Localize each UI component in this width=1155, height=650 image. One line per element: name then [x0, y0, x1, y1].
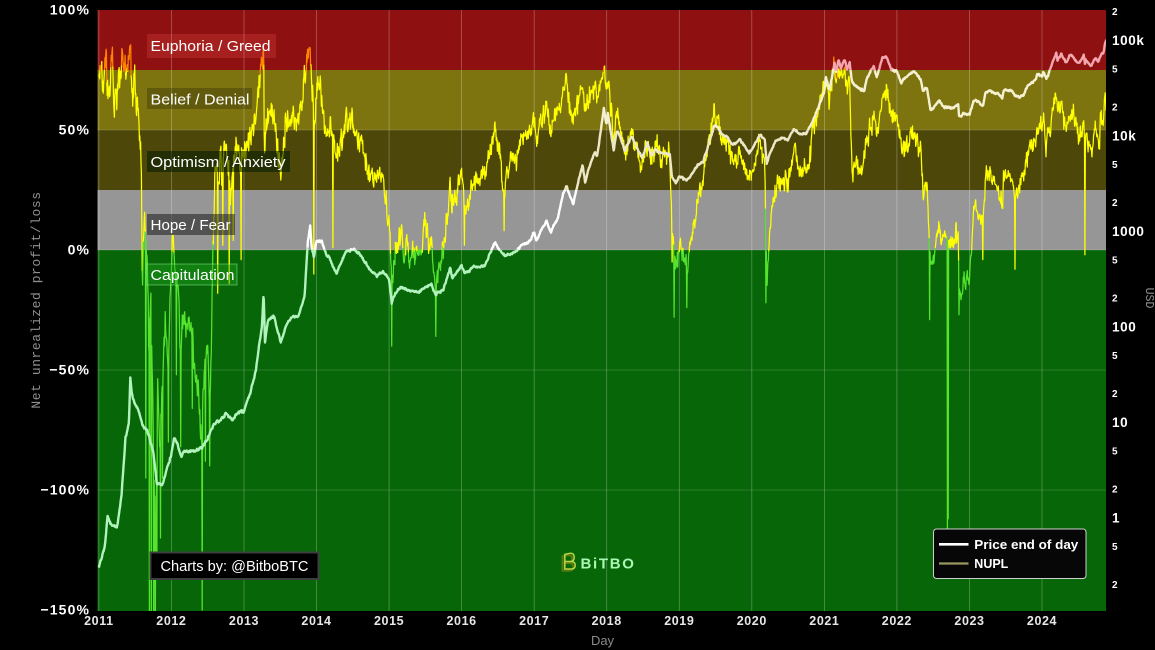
svg-text:5: 5 — [1112, 447, 1118, 458]
svg-text:Hope / Fear: Hope / Fear — [151, 218, 231, 234]
svg-text:2020: 2020 — [737, 614, 767, 628]
svg-text:Charts by: @BitboBTC: Charts by: @BitboBTC — [161, 559, 309, 575]
svg-text:100%: 100% — [50, 2, 90, 18]
svg-text:2017: 2017 — [519, 614, 549, 628]
svg-text:2016: 2016 — [446, 614, 476, 628]
svg-text:−50%: −50% — [49, 362, 90, 378]
svg-text:100k: 100k — [1112, 33, 1144, 48]
svg-text:2018: 2018 — [592, 614, 622, 628]
svg-text:2: 2 — [1112, 198, 1118, 209]
svg-text:Day: Day — [591, 633, 615, 648]
svg-text:10k: 10k — [1112, 128, 1136, 143]
svg-text:Optimism / Anxiety: Optimism / Anxiety — [151, 155, 287, 171]
svg-text:2021: 2021 — [809, 614, 839, 628]
svg-text:BiTBO: BiTBO — [581, 556, 636, 573]
svg-text:2023: 2023 — [954, 614, 984, 628]
svg-text:2022: 2022 — [882, 614, 912, 628]
svg-text:Capitulation: Capitulation — [151, 268, 235, 284]
svg-text:2012: 2012 — [156, 614, 186, 628]
svg-text:100: 100 — [1112, 319, 1136, 334]
svg-text:2: 2 — [1112, 103, 1118, 114]
svg-text:5: 5 — [1112, 256, 1118, 267]
svg-text:2: 2 — [1112, 294, 1118, 305]
svg-text:1: 1 — [1112, 510, 1120, 525]
svg-text:10: 10 — [1112, 415, 1128, 430]
svg-text:Price end of day: Price end of day — [974, 538, 1078, 552]
svg-text:2: 2 — [1112, 389, 1118, 400]
svg-text:50%: 50% — [59, 122, 90, 138]
svg-text:2015: 2015 — [374, 614, 404, 628]
svg-text:NUPL: NUPL — [974, 557, 1008, 571]
svg-text:2019: 2019 — [664, 614, 694, 628]
svg-text:5: 5 — [1112, 351, 1118, 362]
svg-text:2: 2 — [1112, 485, 1118, 496]
svg-text:Net unrealized profit/loss: Net unrealized profit/loss — [29, 191, 44, 408]
svg-text:0%: 0% — [68, 242, 90, 258]
svg-text:2024: 2024 — [1027, 614, 1057, 628]
svg-text:5: 5 — [1112, 160, 1118, 171]
svg-text:Belief / Denial: Belief / Denial — [151, 93, 250, 109]
svg-text:2013: 2013 — [229, 614, 259, 628]
svg-text:−100%: −100% — [41, 482, 90, 498]
svg-text:2014: 2014 — [301, 614, 331, 628]
svg-text:1000: 1000 — [1112, 224, 1144, 239]
svg-text:USD: USD — [1142, 288, 1155, 309]
svg-text:2: 2 — [1112, 7, 1118, 18]
svg-text:2011: 2011 — [84, 614, 114, 628]
svg-text:−150%: −150% — [41, 602, 90, 618]
svg-text:5: 5 — [1112, 542, 1118, 553]
svg-text:2: 2 — [1112, 580, 1118, 591]
svg-text:5: 5 — [1112, 65, 1118, 76]
svg-text:Euphoria / Greed: Euphoria / Greed — [151, 39, 271, 55]
